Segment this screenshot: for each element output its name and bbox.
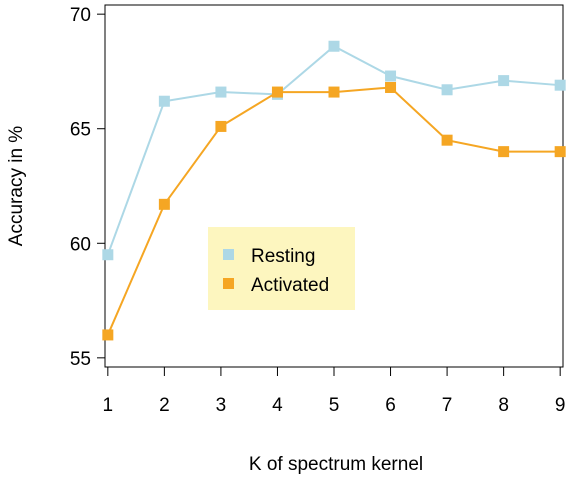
y-tick-label-70: 70 bbox=[70, 5, 91, 26]
x-tick-label-3: 3 bbox=[216, 395, 227, 416]
x-tick-label-7: 7 bbox=[442, 395, 453, 416]
x-tick-label-2: 2 bbox=[159, 395, 170, 416]
point-resting-6 bbox=[385, 70, 397, 82]
y-tick-label-55: 55 bbox=[70, 349, 91, 370]
point-activated-5 bbox=[328, 86, 340, 98]
point-activated-7 bbox=[441, 134, 453, 146]
point-resting-7 bbox=[441, 84, 453, 96]
point-activated-3 bbox=[215, 120, 227, 132]
point-activated-2 bbox=[158, 198, 170, 210]
legend-label-activated: Activated bbox=[251, 275, 329, 296]
point-resting-5 bbox=[328, 40, 340, 52]
series-line-resting bbox=[106, 45, 561, 256]
x-tick-label-1: 1 bbox=[103, 395, 114, 416]
point-activated-4 bbox=[271, 86, 283, 98]
x-tick-label-4: 4 bbox=[272, 395, 283, 416]
x-tick-label-8: 8 bbox=[498, 395, 509, 416]
x-axis-title: K of spectrum kernel bbox=[249, 454, 423, 475]
legend-swatch-resting bbox=[223, 249, 234, 260]
point-resting-8 bbox=[498, 75, 510, 87]
point-resting-9 bbox=[554, 79, 566, 91]
plot-frame bbox=[104, 4, 564, 368]
series-layer bbox=[102, 40, 566, 341]
y-axis: 55 60 65 70 bbox=[70, 5, 105, 370]
y-tick-label-60: 60 bbox=[70, 234, 91, 255]
point-activated-6 bbox=[385, 81, 397, 93]
x-tick-label-5: 5 bbox=[329, 395, 340, 416]
point-resting-3 bbox=[215, 86, 227, 98]
point-activated-8 bbox=[498, 146, 510, 158]
legend: Resting Activated bbox=[208, 227, 355, 310]
x-tick-label-9: 9 bbox=[555, 395, 566, 416]
x-axis: 1 2 3 4 5 6 7 8 9 bbox=[103, 367, 566, 416]
y-axis-title: Accuracy in % bbox=[6, 126, 27, 246]
point-resting-2 bbox=[158, 95, 170, 107]
legend-background bbox=[208, 227, 355, 310]
legend-label-resting: Resting bbox=[251, 246, 315, 267]
y-tick-label-65: 65 bbox=[70, 120, 91, 141]
point-activated-1 bbox=[102, 329, 114, 341]
point-activated-9 bbox=[554, 146, 566, 158]
legend-swatch-activated bbox=[223, 278, 234, 289]
x-tick-label-6: 6 bbox=[385, 395, 396, 416]
point-resting-1 bbox=[102, 249, 114, 261]
